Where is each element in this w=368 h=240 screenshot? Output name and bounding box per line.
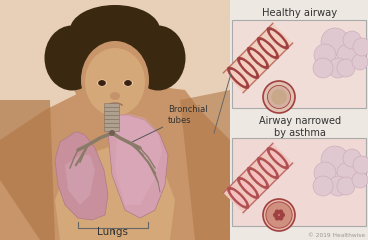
Ellipse shape (237, 57, 259, 79)
Ellipse shape (85, 48, 145, 116)
Ellipse shape (98, 80, 106, 86)
Circle shape (313, 176, 333, 196)
Ellipse shape (124, 80, 132, 86)
Ellipse shape (45, 25, 99, 90)
Ellipse shape (247, 47, 269, 69)
Circle shape (314, 162, 336, 184)
FancyBboxPatch shape (105, 115, 120, 120)
FancyBboxPatch shape (232, 20, 366, 108)
Ellipse shape (71, 24, 159, 120)
Polygon shape (0, 85, 230, 240)
Circle shape (275, 210, 280, 215)
Ellipse shape (97, 79, 107, 86)
Ellipse shape (267, 27, 289, 49)
FancyBboxPatch shape (232, 138, 366, 226)
Circle shape (109, 130, 115, 136)
Text: Lungs: Lungs (98, 227, 128, 237)
Circle shape (352, 172, 368, 188)
Text: Healthy airway: Healthy airway (262, 8, 337, 18)
Text: Bronchial
tubes: Bronchial tubes (132, 105, 208, 142)
Polygon shape (0, 0, 230, 240)
Ellipse shape (250, 50, 266, 66)
Ellipse shape (125, 80, 131, 85)
Circle shape (275, 210, 283, 219)
Circle shape (271, 89, 287, 105)
Polygon shape (0, 100, 55, 240)
Polygon shape (55, 132, 108, 220)
FancyBboxPatch shape (105, 120, 120, 124)
Circle shape (266, 202, 292, 228)
Ellipse shape (267, 147, 289, 169)
Circle shape (343, 149, 361, 167)
Circle shape (321, 146, 349, 174)
FancyBboxPatch shape (105, 124, 120, 128)
Circle shape (268, 85, 290, 108)
Circle shape (337, 59, 355, 77)
Circle shape (343, 31, 361, 49)
Circle shape (328, 176, 348, 196)
Polygon shape (55, 145, 175, 240)
Ellipse shape (270, 30, 286, 46)
Ellipse shape (257, 157, 279, 179)
Circle shape (280, 212, 285, 217)
Circle shape (263, 199, 295, 231)
Ellipse shape (237, 177, 259, 199)
Circle shape (275, 216, 280, 221)
Ellipse shape (131, 25, 185, 90)
Circle shape (321, 28, 349, 56)
Circle shape (337, 162, 359, 184)
Ellipse shape (270, 150, 286, 166)
Polygon shape (230, 0, 368, 240)
Ellipse shape (99, 80, 105, 85)
Circle shape (263, 81, 295, 113)
Circle shape (328, 58, 348, 78)
Circle shape (353, 38, 368, 56)
Circle shape (278, 210, 283, 215)
Circle shape (337, 177, 355, 195)
Ellipse shape (65, 15, 165, 95)
Polygon shape (223, 143, 293, 213)
FancyBboxPatch shape (105, 108, 120, 112)
Polygon shape (108, 115, 168, 218)
Ellipse shape (260, 160, 276, 176)
Circle shape (337, 44, 359, 66)
Ellipse shape (110, 92, 120, 100)
Ellipse shape (260, 40, 276, 56)
Circle shape (353, 156, 368, 174)
Ellipse shape (227, 67, 249, 89)
Ellipse shape (230, 70, 246, 86)
Circle shape (352, 54, 368, 70)
FancyBboxPatch shape (93, 95, 127, 139)
FancyBboxPatch shape (105, 112, 120, 116)
Circle shape (273, 212, 278, 217)
Ellipse shape (227, 187, 249, 209)
FancyBboxPatch shape (105, 127, 120, 132)
Ellipse shape (240, 60, 256, 76)
Polygon shape (65, 155, 95, 205)
Polygon shape (115, 114, 162, 205)
Circle shape (313, 58, 333, 78)
Text: © 2019 Healthwise: © 2019 Healthwise (308, 233, 365, 238)
Ellipse shape (250, 170, 266, 186)
Circle shape (278, 216, 283, 221)
Polygon shape (223, 23, 293, 93)
Polygon shape (180, 90, 230, 240)
Text: Airway narrowed
by asthma: Airway narrowed by asthma (259, 116, 341, 138)
Ellipse shape (82, 37, 148, 113)
Ellipse shape (240, 180, 256, 196)
Ellipse shape (230, 190, 246, 206)
FancyBboxPatch shape (105, 103, 120, 108)
Ellipse shape (123, 79, 133, 86)
Ellipse shape (247, 167, 269, 189)
Ellipse shape (70, 5, 160, 55)
Ellipse shape (257, 37, 279, 59)
Ellipse shape (81, 41, 149, 119)
Circle shape (314, 44, 336, 66)
